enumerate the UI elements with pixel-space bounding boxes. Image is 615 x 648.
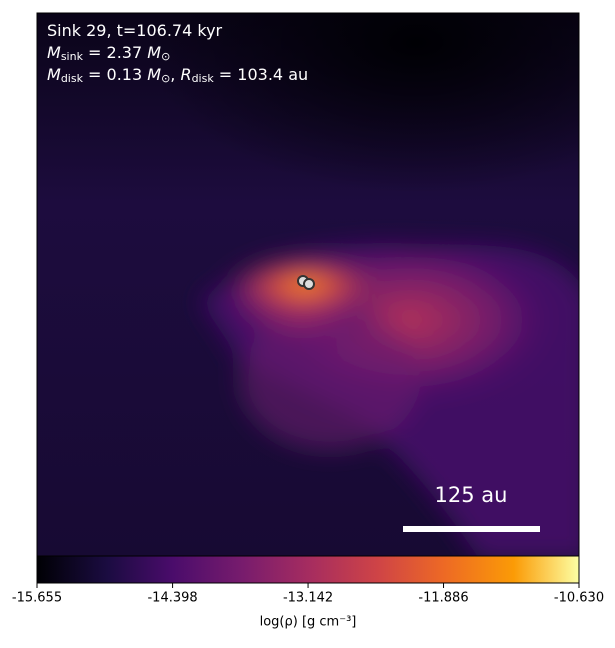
annotation-part: sink xyxy=(61,50,84,63)
annotation-part: R xyxy=(180,65,191,84)
annotation-part: M xyxy=(47,43,61,62)
colorbar-tick-label: -10.630 xyxy=(554,591,604,606)
colorbar-tick-label: -11.886 xyxy=(418,591,468,606)
annotation-part: M xyxy=(147,65,161,84)
colorbar-tick-label: -14.398 xyxy=(147,591,197,606)
annotation-part: disk xyxy=(61,72,84,85)
colorbar-tick-label: -13.142 xyxy=(283,591,333,606)
annotation-part: = 0.13 xyxy=(83,65,147,84)
annotation-part: , xyxy=(170,65,180,84)
annotation-part: Sink 29, t=106.74 kyr xyxy=(47,21,223,40)
annotation-part: ⊙ xyxy=(161,72,170,85)
colorbar xyxy=(36,555,580,584)
annotation-part: M xyxy=(47,65,61,84)
annotation-part: disk xyxy=(192,72,215,85)
annotation-part: = 103.4 au xyxy=(214,65,308,84)
density-image xyxy=(37,13,579,556)
annotation-part: M xyxy=(147,43,161,62)
annotation: Sink 29, t=106.74 kyr xyxy=(47,21,223,40)
annotation-part: ⊙ xyxy=(161,50,170,63)
annotation: Msink = 2.37 M⊙ xyxy=(47,43,170,64)
annotation-part: = 2.37 xyxy=(83,43,147,62)
annotation: Mdisk = 0.13 M⊙, Rdisk = 103.4 au xyxy=(47,65,308,86)
scale-bar-label: 125 au xyxy=(435,483,508,507)
colorbar-tick-label: -15.655 xyxy=(12,591,62,606)
colorbar-label: log(ρ) [g cm⁻³] xyxy=(260,615,357,630)
